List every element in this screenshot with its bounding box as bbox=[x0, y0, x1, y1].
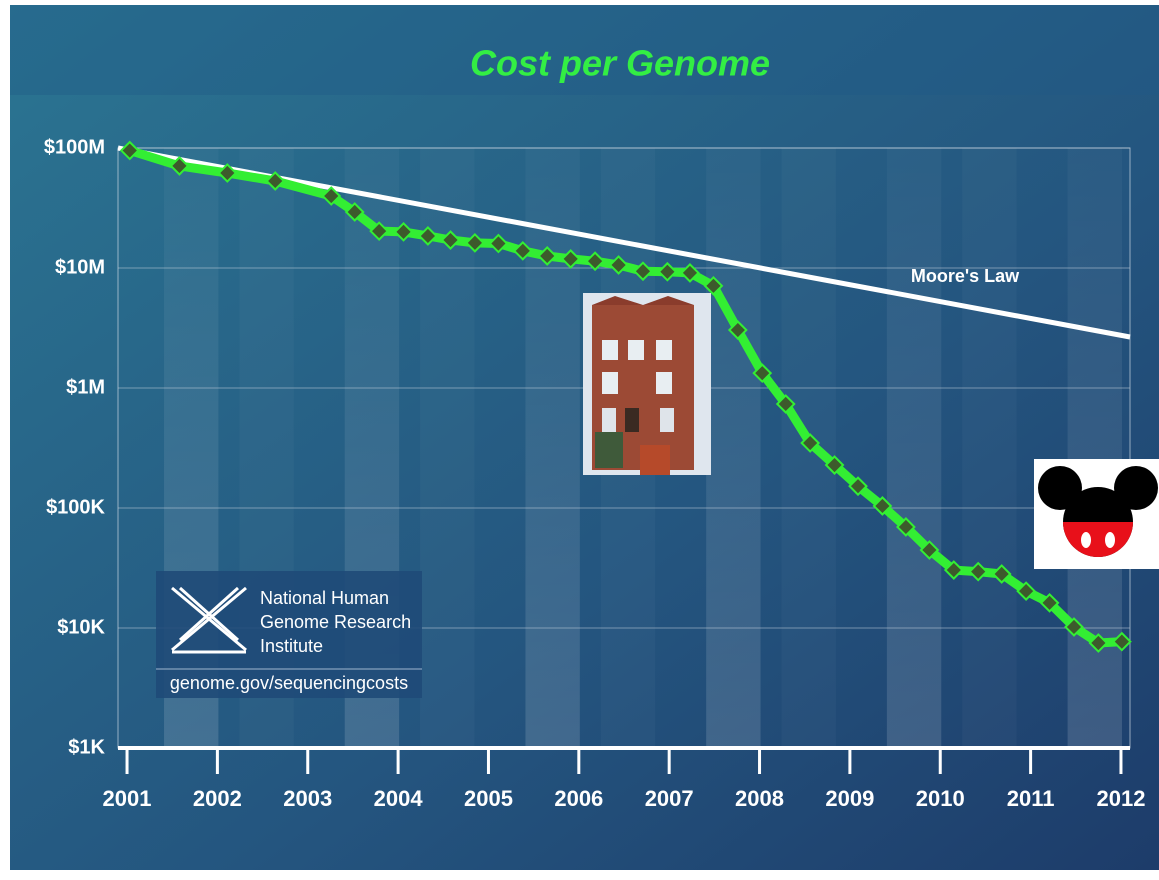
x-tick-label: 2008 bbox=[735, 786, 784, 811]
logo-url: genome.gov/sequencingcosts bbox=[170, 673, 408, 693]
x-tick-label: 2011 bbox=[1007, 786, 1055, 811]
logo-line: Institute bbox=[260, 636, 323, 656]
x-tick-label: 2002 bbox=[193, 786, 242, 811]
chart-title: Cost per Genome bbox=[470, 43, 770, 84]
series-label: Moore's Law bbox=[911, 266, 1020, 286]
x-tick-label: 2005 bbox=[464, 786, 513, 811]
year-band bbox=[962, 148, 1016, 748]
x-tick-label: 2006 bbox=[554, 786, 603, 811]
x-tick-label: 2001 bbox=[103, 786, 152, 811]
logo-line: Genome Research bbox=[260, 612, 411, 632]
year-band bbox=[706, 148, 760, 748]
year-band bbox=[1068, 148, 1122, 748]
x-tick-label: 2007 bbox=[645, 786, 694, 811]
x-tick-label: 2012 bbox=[1096, 786, 1145, 811]
y-tick-label: $100K bbox=[46, 496, 105, 518]
year-band bbox=[525, 148, 579, 748]
y-tick-label: $100M bbox=[44, 136, 105, 158]
y-tick-label: $1K bbox=[68, 736, 105, 758]
y-tick-label: $1M bbox=[66, 376, 105, 398]
institute-logo: National Human Genome Research Institute… bbox=[156, 571, 422, 698]
logo-line: National Human bbox=[260, 588, 389, 608]
page: Cost per Genome $1K $10K $100K $1M $10M $100M… bbox=[0, 0, 1159, 875]
x-tick-label: 2004 bbox=[374, 786, 424, 811]
x-tick-label: 2010 bbox=[916, 786, 965, 811]
y-tick-label: $10M bbox=[55, 256, 105, 278]
y-tick-label: $10K bbox=[57, 616, 105, 638]
chart: Cost per Genome $1K $10K $100K $1M $10M $100M… bbox=[0, 0, 1159, 875]
house-photo bbox=[583, 293, 711, 475]
year-band bbox=[887, 148, 941, 748]
x-tick-label: 2009 bbox=[825, 786, 874, 811]
mouse-icon bbox=[1034, 459, 1159, 569]
x-tick-label: 2003 bbox=[283, 786, 332, 811]
